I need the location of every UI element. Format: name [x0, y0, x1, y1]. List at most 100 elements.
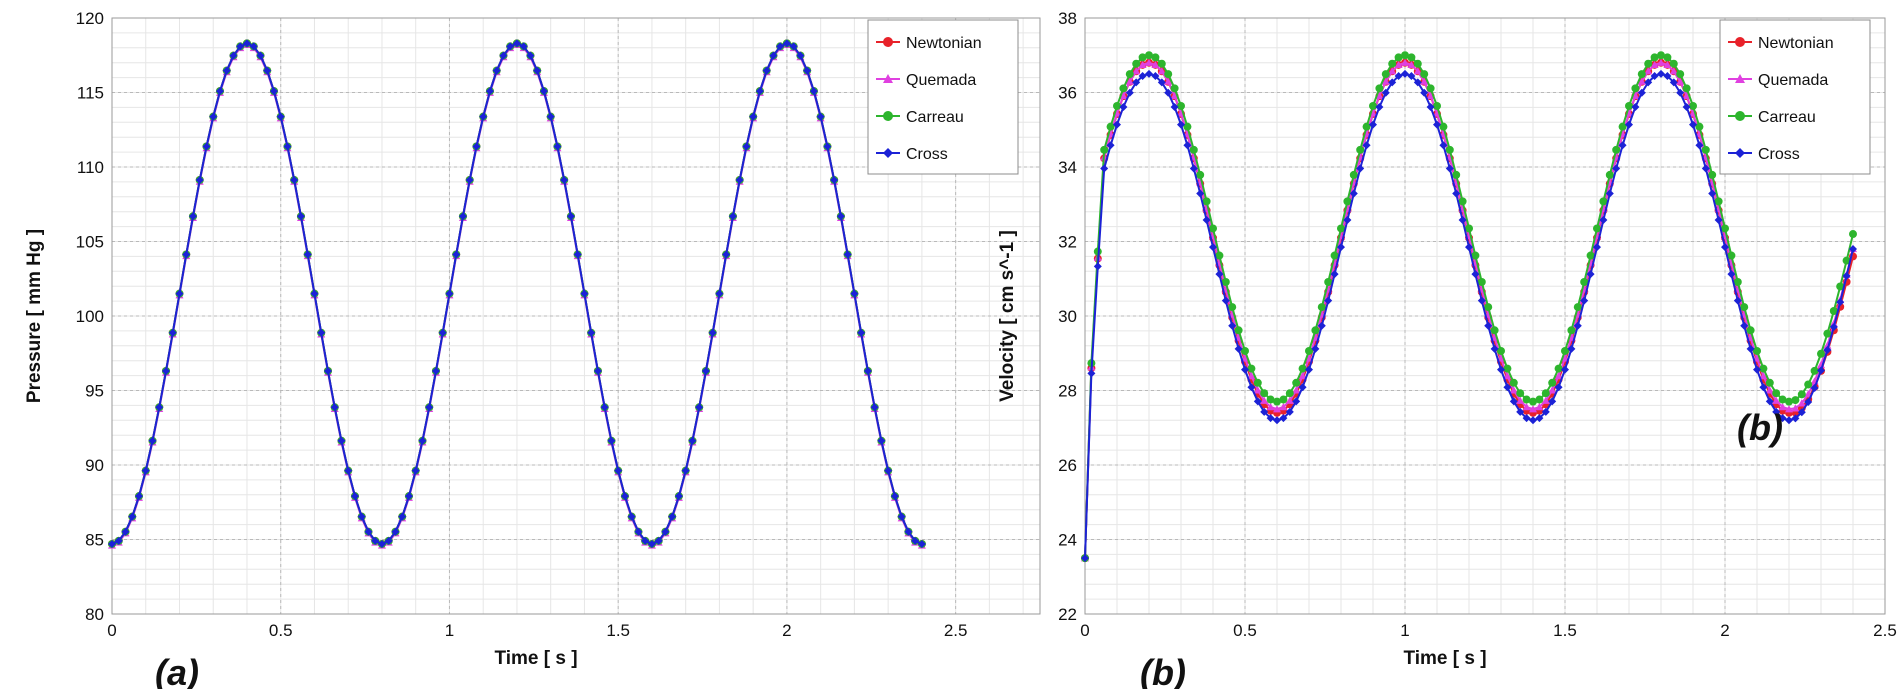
y-tick-label: 110: [77, 158, 104, 177]
data-point: [1324, 296, 1333, 305]
x-tick-label: 1.5: [606, 621, 630, 640]
data-point: [1804, 397, 1813, 406]
data-point: [1458, 197, 1467, 206]
series-carreau: [1081, 51, 1857, 563]
data-point: [195, 176, 204, 185]
x-tick-label: 2: [1720, 621, 1729, 640]
data-point: [1753, 365, 1761, 374]
data-point: [1484, 303, 1493, 312]
data-point: [620, 492, 629, 501]
data-point: [337, 436, 346, 445]
data-point: [1151, 60, 1160, 69]
data-point: [1183, 122, 1192, 131]
data-point: [1695, 122, 1704, 131]
data-point: [1260, 396, 1269, 404]
data-point: [1157, 78, 1166, 87]
data-point: [1471, 270, 1480, 279]
data-point: [1388, 67, 1397, 75]
data-point: [1433, 120, 1441, 129]
data-point: [1253, 386, 1262, 394]
data-point: [1266, 402, 1275, 411]
data-point: [870, 403, 879, 412]
data-point: [1503, 364, 1512, 373]
y-tick-label: 28: [1058, 382, 1077, 401]
y-tick-label: 100: [76, 307, 104, 326]
data-point: [1477, 277, 1486, 286]
data-point: [1426, 84, 1435, 93]
data-point: [1369, 120, 1377, 129]
data-point: [1298, 364, 1307, 373]
data-point: [1759, 383, 1768, 392]
panel-label: (b): [1140, 652, 1186, 689]
data-point: [1516, 396, 1525, 404]
data-point: [877, 436, 886, 445]
data-point: [148, 436, 157, 445]
y-tick-label: 30: [1058, 307, 1077, 326]
data-point: [1362, 122, 1371, 131]
minor-grid: [111, 17, 1040, 615]
data-point: [1567, 344, 1576, 353]
data-point: [890, 492, 899, 501]
x-tick-label: 2.5: [944, 621, 968, 640]
data-point: [1215, 251, 1224, 260]
y-tick-label: 36: [1058, 84, 1077, 103]
data-point: [1682, 84, 1691, 93]
data-point: [1343, 215, 1352, 224]
data-point: [1273, 405, 1281, 413]
data-point: [593, 367, 602, 376]
data-point: [1311, 326, 1320, 335]
data-point: [296, 212, 305, 221]
data-point: [1375, 91, 1384, 99]
data-point: [1170, 102, 1179, 111]
data-point: [242, 39, 251, 48]
data-point: [1580, 277, 1589, 286]
data-point: [1759, 364, 1768, 373]
data-point: [1279, 395, 1288, 404]
data-point: [1657, 58, 1665, 66]
data-point: [1305, 346, 1313, 355]
data-point: [431, 367, 440, 376]
data-point: [1266, 395, 1275, 404]
data-point: [1663, 60, 1672, 69]
data-point: [627, 512, 636, 521]
data-point: [1420, 88, 1429, 97]
data-point: [472, 142, 481, 151]
data-point: [607, 436, 616, 445]
data-point: [1605, 189, 1614, 198]
data-point: [546, 112, 555, 121]
data-point: [728, 212, 737, 221]
data-point: [1503, 383, 1512, 392]
data-point: [1746, 344, 1755, 353]
data-point: [1650, 72, 1659, 81]
data-point: [1221, 296, 1230, 305]
x-tick-label: 1.5: [1553, 621, 1577, 640]
data-point: [364, 527, 373, 536]
data-point: [1657, 51, 1665, 60]
data-point: [1439, 122, 1448, 131]
data-point: [1599, 197, 1608, 206]
data-point: [1151, 53, 1160, 62]
data-point: [1145, 58, 1153, 66]
data-point: [1138, 60, 1147, 69]
data-point: [1490, 326, 1499, 335]
data-point: [762, 66, 771, 75]
data-point: [647, 539, 656, 548]
data-point: [1829, 307, 1838, 316]
data-point: [317, 328, 326, 337]
legend-marker: [883, 148, 893, 158]
data-point: [1388, 78, 1397, 87]
data-point: [1189, 164, 1198, 173]
velocity-chart: 0 0.5 1 1.5 2 2.5 22 24 26 28 30 32 34 36 38 Time [ s ]…: [997, 9, 1897, 689]
data-point: [803, 66, 812, 75]
data-point: [1196, 189, 1205, 198]
series-cross: [108, 39, 926, 548]
data-point: [1516, 389, 1525, 398]
data-point: [836, 212, 845, 221]
data-point: [1535, 414, 1544, 423]
data-point: [1682, 102, 1691, 111]
data-point: [263, 66, 272, 75]
data-point: [384, 536, 393, 545]
data-point: [134, 492, 143, 501]
data-point: [229, 51, 238, 60]
